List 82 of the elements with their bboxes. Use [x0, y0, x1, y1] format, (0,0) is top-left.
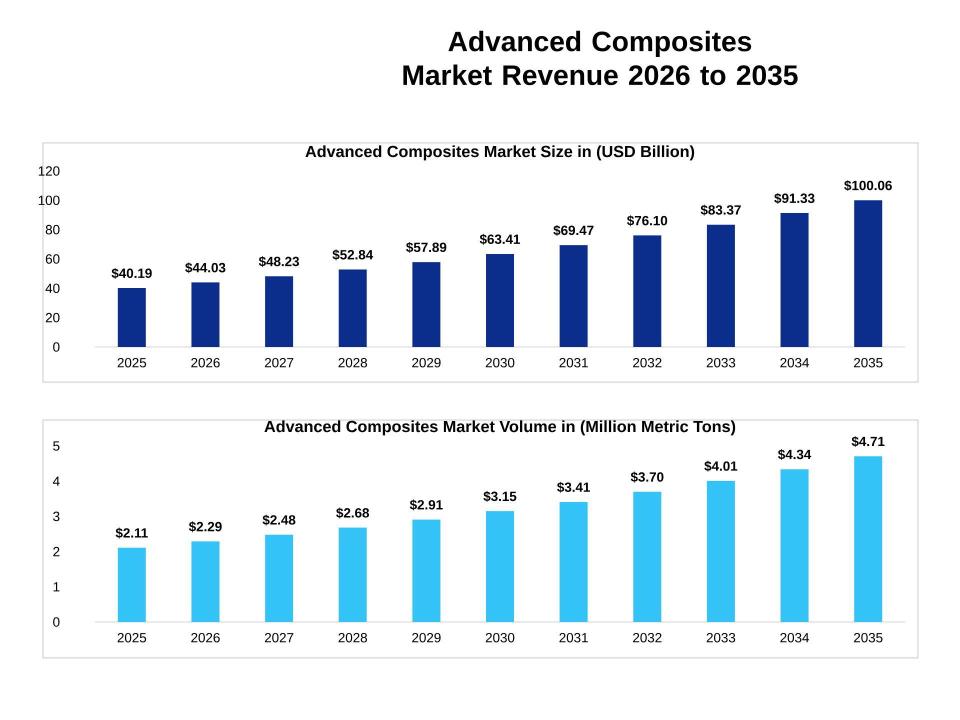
- data-label: $2.68: [336, 508, 370, 518]
- data-label: $3.15: [483, 491, 516, 502]
- y-tick-label: 2: [53, 546, 60, 556]
- x-tick-label: 2026: [191, 358, 220, 368]
- bar: [118, 548, 146, 622]
- x-tick-label: 2034: [780, 358, 810, 368]
- y-tick-label: 5: [53, 441, 60, 451]
- bar: [412, 262, 440, 347]
- bar: [560, 245, 588, 347]
- bar: [265, 276, 294, 347]
- data-label: $40.19: [112, 268, 152, 279]
- data-label: $48.23: [258, 256, 300, 268]
- x-tick-label: 2032: [633, 632, 662, 642]
- data-label: $2.29: [188, 521, 222, 532]
- bar: [486, 254, 514, 347]
- bar: [780, 213, 809, 347]
- bar: [633, 235, 662, 347]
- x-tick-label: 2033: [706, 358, 736, 368]
- data-label: $4.71: [852, 436, 885, 448]
- x-tick-label: 2032: [633, 358, 662, 368]
- y-tick-label: 80: [46, 224, 60, 234]
- data-label: $3.70: [630, 472, 664, 483]
- bar: [780, 469, 809, 622]
- bar: [191, 282, 220, 347]
- bar: [118, 288, 146, 347]
- bar: [854, 456, 882, 622]
- chart-title: Advanced Composites Market Revenue 2026 to 2035: [403, 30, 798, 86]
- bar: [338, 528, 367, 622]
- data-label: $2.11: [116, 528, 148, 539]
- y-tick-label: 0: [53, 617, 60, 627]
- x-tick-label: 2033: [706, 632, 736, 642]
- y-tick-label: 1: [54, 582, 60, 592]
- bar: [854, 200, 882, 347]
- x-tick-label: 2028: [338, 632, 368, 642]
- x-tick-label: 2027: [264, 632, 294, 642]
- x-tick-label: 2028: [338, 358, 368, 368]
- bar: [412, 520, 440, 622]
- bar: [265, 534, 294, 622]
- data-label: $69.47: [553, 225, 594, 236]
- y-tick-label: 4: [52, 476, 60, 486]
- data-label: $83.37: [700, 204, 741, 216]
- x-tick-label: 2025: [118, 358, 146, 368]
- bar: [191, 541, 220, 622]
- x-tick-label: 2029: [412, 632, 441, 642]
- x-tick-label: 2029: [412, 358, 441, 368]
- data-label: $52.84: [332, 249, 374, 260]
- data-label: $76.10: [627, 215, 668, 226]
- data-label: $100.06: [844, 180, 892, 192]
- chart-subtitle: Advanced Composites Market Size in (USD Billion): [305, 145, 694, 160]
- x-tick-label: 2025: [118, 632, 146, 642]
- y-tick-label: 20: [46, 312, 60, 322]
- chart-title: Advanced Composites Market Volume in (Million Metric Tons): [264, 420, 736, 436]
- bar: [633, 492, 662, 622]
- data-label: $4.34: [778, 449, 812, 460]
- y-tick-label: 60: [46, 254, 60, 264]
- y-tick-label: 120: [38, 166, 60, 176]
- data-label: $63.41: [480, 234, 520, 245]
- y-tick-label: 3: [53, 512, 60, 522]
- y-tick-label: 0: [53, 342, 60, 352]
- x-tick-label: 2031: [559, 632, 588, 642]
- data-label: $2.48: [262, 514, 296, 526]
- x-tick-label: 2026: [191, 632, 220, 642]
- bar: [706, 224, 735, 347]
- bar: [706, 480, 735, 622]
- x-tick-label: 2027: [264, 358, 294, 368]
- data-label: $44.03: [185, 262, 226, 274]
- x-tick-label: 2030: [486, 358, 514, 368]
- data-label: $3.41: [557, 482, 590, 493]
- x-tick-label: 2035: [854, 632, 882, 642]
- x-tick-label: 2034: [780, 632, 810, 642]
- y-tick-label: 40: [45, 284, 60, 294]
- bar: [486, 511, 514, 622]
- data-label: $57.89: [406, 242, 446, 253]
- data-label: $4.01: [704, 460, 738, 472]
- x-tick-label: 2031: [559, 358, 588, 368]
- x-tick-label: 2035: [854, 358, 882, 368]
- y-tick-label: 100: [38, 196, 60, 206]
- bar: [560, 502, 588, 622]
- x-tick-label: 2030: [486, 632, 514, 642]
- bar: [338, 270, 367, 347]
- data-label: $2.91: [410, 499, 443, 510]
- data-label: $91.33: [774, 192, 814, 204]
